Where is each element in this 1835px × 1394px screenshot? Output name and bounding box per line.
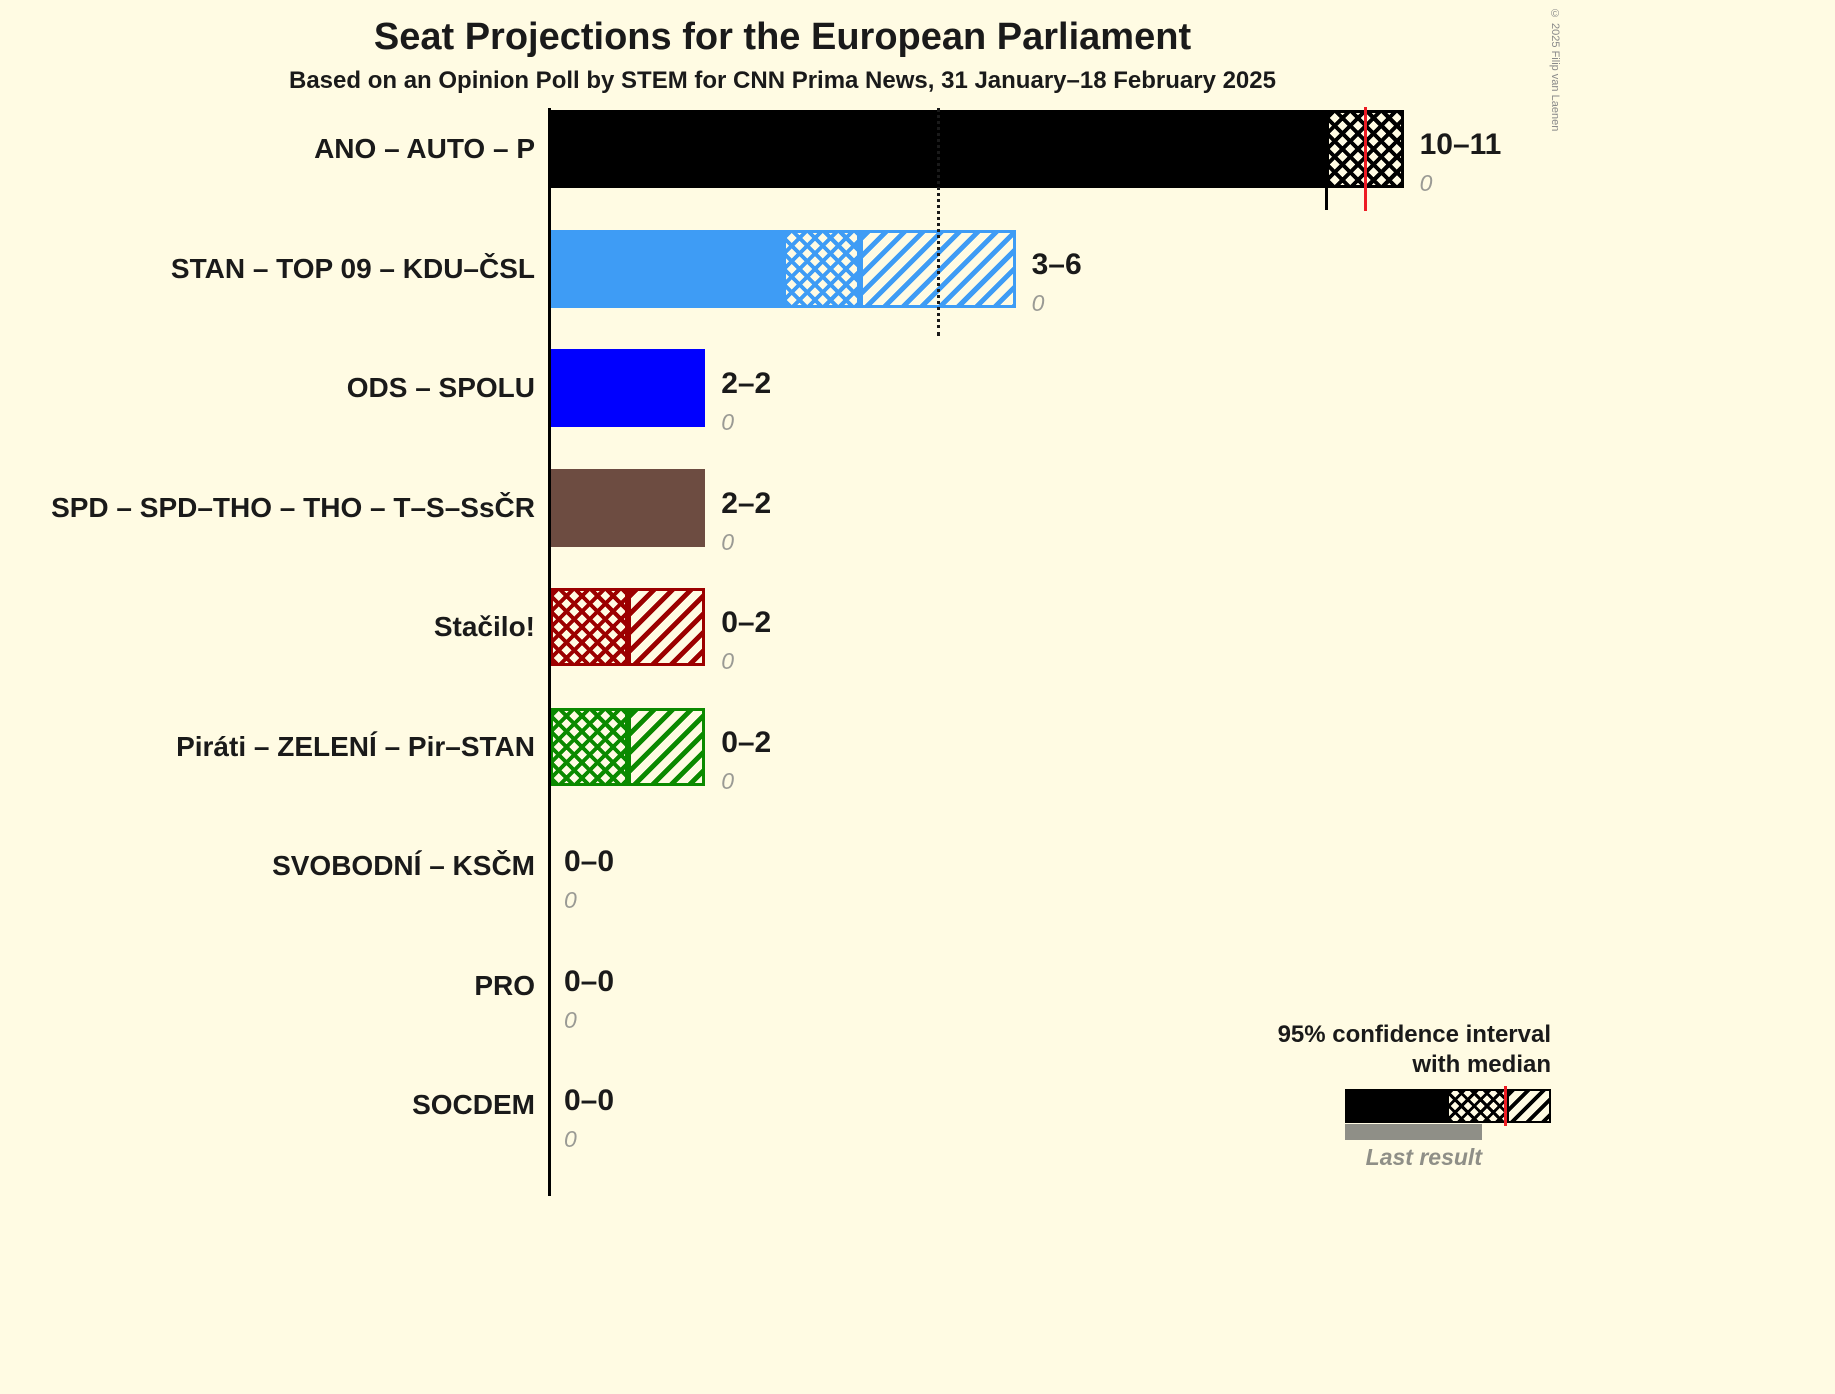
ci-range-label: 10–11 [1419,128,1502,161]
last-result-value: 0 [721,409,734,435]
party-label: Stačilo! [433,611,535,642]
chart-row: PRO 0–0 0 [0,947,1565,1067]
value-labels: 0–0 0 [564,964,614,1034]
last-result-value: 0 [721,767,734,794]
copyright-notice: © 2025 Filip van Laenen [1549,8,1561,132]
legend-median-line [1504,1086,1507,1126]
last-result-value: 0 [564,1126,577,1152]
bar-area: 0–0 0 [550,947,1565,1067]
bar-segment-solid [550,349,706,427]
chart-subtitle: Based on an Opinion Poll by STEM for CNN… [289,67,1276,94]
legend-title-line2: with median [1412,1051,1551,1078]
last-result-value: 0 [721,648,734,674]
value-labels: 0–2 0 [721,605,771,675]
legend-solid-segment [1345,1089,1447,1123]
bar-segment-diag [627,588,706,666]
bar-area: 10–11 0 [550,107,1565,230]
chart-canvas: Seat Projections for the European Parlia… [0,8,1565,1196]
value-labels: 2–2 0 [721,486,771,556]
bar-segment-cross [782,229,861,308]
ci-range-label: 2–2 [721,367,772,400]
y-axis-line [548,108,551,1196]
bar-area: 0–2 0 [550,588,1565,708]
value-labels: 0–0 0 [564,1083,614,1153]
party-label: SVOBODNÍ – KSČM [272,850,535,881]
legend-crosshatch-segment [1447,1089,1507,1123]
bar-segment-solid [550,229,783,308]
chart-row: SPD – SPD–THO – THO – T–S–SsČR 2–2 0 [0,468,1565,589]
legend-last-result-bar [1345,1124,1482,1140]
chart-title: Seat Projections for the European Parlia… [373,16,1192,58]
value-labels: 0–0 0 [564,844,614,914]
ci-range-label: 0–0 [564,1084,615,1117]
value-labels: 3–6 0 [1032,247,1082,317]
legend-title-line1: 95% confidence interval [1277,1021,1551,1048]
legend: 95% confidence interval with median Last… [1245,1020,1551,1171]
party-label: SOCDEM [412,1089,535,1120]
party-label: PRO [474,969,535,1001]
ci-range-label: 0–2 [721,725,772,759]
party-label: SPD – SPD–THO – THO – T–S–SsČR [51,491,535,523]
bar-segment-cross [550,588,628,666]
ci-range-label: 3–6 [1031,247,1082,281]
party-label: ANO – AUTO – P [314,133,535,164]
chart-row: Stačilo! 0–2 0 [0,588,1565,708]
bar-segment-cross [550,707,628,786]
bar-area: 2–2 0 [550,349,1565,469]
last-result-value: 0 [564,1006,577,1033]
ci-range-label: 2–2 [721,486,772,520]
bar-area: 2–2 0 [550,468,1565,589]
lower-bound-tick [1325,188,1328,210]
chart-row: Piráti – ZELENÍ – Pir–STAN 0–2 0 [0,707,1565,828]
legend-sample-bar [1345,1086,1551,1126]
bar-area: 0–0 0 [550,827,1565,947]
chart-row: SVOBODNÍ – KSČM 0–0 0 [0,827,1565,947]
chart-row: SOCDEM 0–0 0 [0,1066,1565,1186]
median-line [1363,107,1367,211]
legend-last-result-label: Last result [1365,1144,1482,1170]
bar-area: 0–0 0 [550,1066,1565,1186]
value-labels: 2–2 0 [721,366,771,436]
last-result-value: 0 [1031,289,1045,316]
last-result-value: 0 [564,887,577,913]
party-label: ODS – SPOLU [346,372,535,403]
chart-plot-area: ANO – AUTO – P 10–11 0 STAN – TOP 09 – KDU–… [0,107,1565,1196]
chart-row: ANO – AUTO – P 10–11 0 [0,107,1565,230]
value-labels: 0–2 0 [721,725,771,795]
last-result-value: 0 [721,528,734,555]
legend-diagonal-segment [1507,1089,1551,1123]
last-result-value: 0 [1419,170,1433,196]
chart-row: ODS – SPOLU 2–2 0 [0,349,1565,469]
party-label: STAN – TOP 09 – KDU–ČSL [170,252,535,284]
ci-range-label: 0–0 [564,845,615,878]
reference-dotted-line [937,108,940,336]
ci-range-label: 0–0 [564,964,615,998]
value-labels: 10–11 0 [1420,127,1502,197]
bar-segment-diag [627,707,706,786]
chart-row: STAN – TOP 09 – KDU–ČSL 3–6 0 [0,229,1565,350]
bar-area: 3–6 0 [550,229,1565,350]
ci-range-label: 0–2 [721,606,772,639]
bar-area: 0–2 0 [550,707,1565,828]
party-label: Piráti – ZELENÍ – Pir–STAN [176,730,535,762]
bar-segment-solid [550,468,706,547]
